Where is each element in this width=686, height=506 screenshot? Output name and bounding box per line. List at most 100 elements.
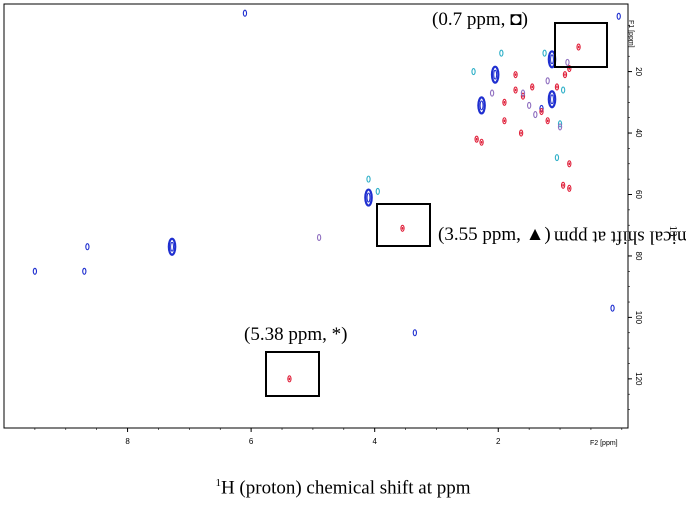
- contour-peak: [502, 117, 507, 125]
- contour-peak: [479, 138, 484, 146]
- contour-peak: [557, 123, 563, 131]
- x-tick-label: 2: [496, 437, 501, 446]
- contour-peak: [539, 107, 544, 116]
- contour-peak: [400, 224, 405, 232]
- annotation-label: (0.7 ppm, ◘): [432, 9, 528, 30]
- contour-peak-inner: [550, 94, 554, 105]
- contour-peak: [557, 120, 563, 128]
- contour-peak: [499, 49, 504, 57]
- contour-peak: [471, 68, 476, 76]
- y-tick-label: 100: [634, 311, 643, 325]
- contour-peak-core: [475, 137, 478, 141]
- contour-peak: [554, 83, 560, 91]
- contour-peak: [526, 101, 532, 109]
- contour-peak-core: [503, 100, 506, 104]
- contour-peak-core: [556, 85, 558, 89]
- contour-peak-inner: [550, 54, 554, 65]
- x-axis-name: F2 [ppm]: [590, 440, 618, 447]
- contour-peak: [32, 267, 38, 275]
- contour-peak-core: [540, 110, 543, 113]
- contour-peak: [489, 89, 495, 97]
- contour-peak: [545, 117, 550, 125]
- contour-peak: [513, 86, 518, 94]
- contour-peak-core: [531, 85, 534, 89]
- contour-peak-inner: [366, 192, 371, 203]
- contour-peak-inner: [493, 69, 498, 80]
- contour-peak: [533, 111, 538, 119]
- y-tick-label: 120: [634, 372, 643, 386]
- plot-frame: [3, 3, 629, 429]
- contour-peak: [576, 43, 581, 51]
- contour-peak-inner: [170, 241, 174, 252]
- contour-peak: [518, 129, 524, 137]
- contour-peak-core: [514, 88, 517, 92]
- contour-peak: [616, 12, 621, 20]
- contour-peak: [316, 233, 322, 242]
- contour-peak-core: [288, 377, 291, 381]
- contour-peak: [520, 89, 526, 97]
- contour-peak: [567, 64, 572, 73]
- contour-peak: [477, 96, 486, 115]
- contour-peak-core: [514, 73, 517, 77]
- contour-peak: [565, 58, 570, 66]
- contour-peak: [554, 154, 560, 162]
- contour-peak-core: [562, 183, 564, 187]
- annotation-box: [554, 22, 608, 68]
- annotation-box: [376, 203, 431, 247]
- contour-peak: [412, 329, 418, 337]
- y-tick-label: 40: [634, 129, 643, 138]
- annotation-label: (5.38 ppm, *): [244, 324, 347, 345]
- contour-peak: [542, 49, 547, 57]
- y-tick-label: 20: [634, 67, 643, 76]
- x-axis-label: 1H (proton) chemical shift at ppm: [0, 477, 686, 499]
- contour-peak: [513, 71, 518, 79]
- contour-peak: [502, 98, 507, 106]
- annotation-box: [265, 351, 320, 397]
- contour-peak-core: [568, 162, 571, 166]
- contour-peak: [366, 175, 371, 183]
- x-axis-label-text: H (proton) chemical shift at ppm: [220, 477, 471, 499]
- contour-peak-core: [577, 45, 580, 49]
- contour-peak: [547, 90, 557, 109]
- contour-peak-core: [480, 140, 483, 144]
- y-axis-name: F1 [ppm]: [627, 20, 634, 48]
- contour-peak-core: [568, 186, 571, 190]
- annotation-label: (3.55 ppm, ▲): [438, 224, 551, 245]
- axis-ticks: 8 6 4 2 20 40 60 80 100 120: [34, 25, 643, 446]
- contour-peak-core: [564, 73, 566, 77]
- x-tick-label: 6: [249, 437, 254, 446]
- contour-peak: [520, 92, 526, 100]
- contour-peak: [242, 9, 248, 17]
- contour-peak: [490, 65, 500, 84]
- y-tick-label: 80: [634, 251, 643, 260]
- contour-peak: [474, 135, 479, 143]
- y-axis-label-text: C (carbon) chemical shift at ppm: [553, 226, 686, 248]
- y-tick-label: 60: [634, 190, 643, 199]
- contour-peak: [375, 187, 380, 195]
- x-tick-label: 8: [125, 437, 130, 446]
- contour-peak-core: [546, 119, 549, 123]
- contour-peak: [545, 77, 550, 85]
- contour-peak-core: [401, 226, 404, 230]
- contour-peak: [287, 375, 292, 383]
- contour-peak-inner: [479, 100, 484, 111]
- annotation-boxes: (0.7 ppm, ◘) (3.55 ppm, ▲) (5.38 ppm, *): [244, 9, 608, 397]
- contour-peaks: [32, 9, 621, 383]
- contour-peak: [167, 237, 177, 256]
- contour-peak: [567, 184, 572, 192]
- contour-peak: [567, 160, 572, 168]
- contour-peak: [610, 304, 615, 312]
- contour-peak: [560, 86, 566, 94]
- contour-peak: [82, 267, 87, 275]
- y-axis-label-wrap: 13C (carbon) chemical shift at ppm: [554, 226, 686, 248]
- x-tick-label: 4: [372, 437, 377, 446]
- contour-peak-core: [520, 131, 522, 135]
- contour-peak-core: [503, 119, 506, 123]
- x-axis-label-sup: 1: [215, 477, 221, 489]
- contour-peak: [364, 188, 373, 207]
- contour-peak: [530, 83, 535, 91]
- contour-peak: [562, 71, 568, 79]
- contour-peak: [560, 181, 566, 189]
- contour-peak: [85, 243, 90, 251]
